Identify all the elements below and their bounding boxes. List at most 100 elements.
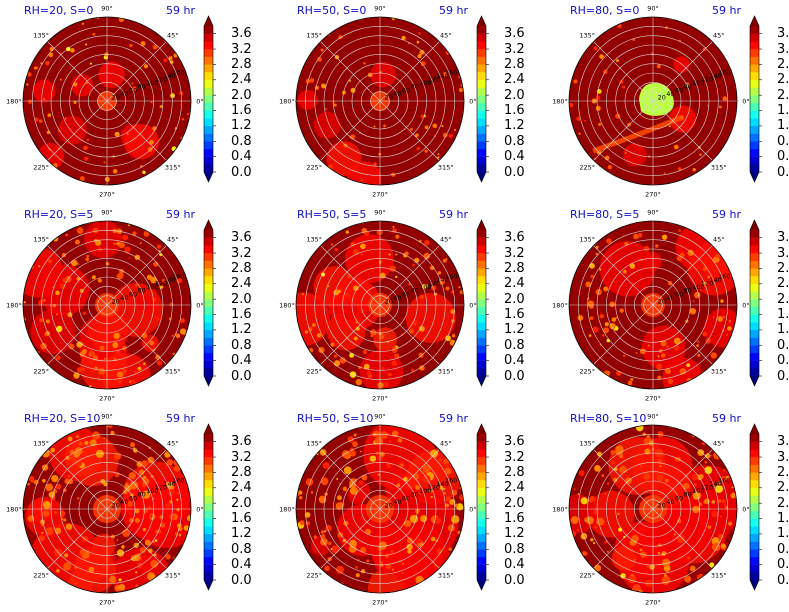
colorbar-band — [204, 449, 213, 458]
colorbar-extend-max — [477, 220, 486, 230]
colorbar-band — [750, 556, 759, 565]
field-speckle — [438, 457, 443, 462]
colorbar-band — [477, 556, 486, 565]
field-speckle — [420, 114, 425, 119]
colorbar-tick-label: 3.2 — [504, 449, 525, 465]
colorbar-band — [204, 260, 213, 269]
field-speckle — [366, 370, 372, 376]
colorbar-tick-label: 0.0 — [231, 368, 252, 384]
field-speckle — [379, 71, 382, 74]
field-speckle — [649, 564, 655, 570]
field-speckle — [676, 535, 686, 544]
field-speckle — [97, 278, 102, 283]
field-speckle — [422, 464, 431, 474]
field-speckle — [458, 76, 461, 79]
field-speckle — [129, 43, 133, 48]
field-speckle — [79, 288, 84, 293]
colorbar-band — [477, 322, 486, 331]
angle-tick-label: 45° — [440, 440, 452, 448]
colorbar-band — [204, 533, 213, 542]
field-speckle — [150, 101, 153, 104]
field-speckle — [656, 458, 663, 465]
colorbar-tick-label: 1.6 — [777, 511, 789, 527]
field-speckle — [678, 229, 682, 233]
field-speckle — [684, 575, 692, 583]
field-speckle — [718, 105, 722, 109]
radial-tick-label: 40 — [393, 90, 401, 98]
angle-tick-label: 315° — [438, 367, 454, 375]
field-speckle — [593, 509, 599, 515]
field-speckle — [723, 504, 726, 507]
field-speckle — [152, 126, 157, 131]
field-speckle — [381, 366, 385, 370]
angle-tick-label: 225° — [33, 571, 49, 579]
field-speckle — [143, 230, 150, 237]
radial-tick-label: 80 — [410, 287, 418, 295]
field-speckle — [154, 539, 158, 542]
colorbar-band — [750, 268, 759, 277]
colorbar-band — [204, 360, 213, 369]
field-speckle — [171, 334, 175, 338]
polar-border — [295, 220, 465, 390]
colorbar-tick-label: 2.4 — [777, 72, 789, 88]
radial-tick-label: 60 — [402, 290, 410, 298]
field-speckle — [139, 546, 147, 554]
field-speckle — [41, 531, 44, 534]
angle-tick-label: 45° — [713, 32, 725, 40]
angle-tick-label: 225° — [579, 367, 595, 375]
angle-tick-label: 0° — [196, 98, 203, 106]
field-speckle — [595, 105, 601, 111]
colorbar-band — [477, 79, 486, 88]
field-speckle — [589, 316, 594, 321]
colorbar-band — [750, 33, 759, 42]
colorbar-band — [477, 64, 486, 73]
radial-tick-label: 120 — [428, 484, 440, 492]
colorbar-band — [750, 526, 759, 535]
colorbar-tick-label: 0.0 — [504, 572, 525, 588]
field-speckle — [581, 551, 587, 556]
radial-tick-label: 80 — [137, 287, 145, 295]
colorbar-tick-label: 1.6 — [231, 103, 252, 119]
angular-gridline — [47, 245, 108, 306]
field-speckle — [68, 479, 74, 485]
field-speckle — [173, 556, 175, 559]
colorbar-band — [204, 133, 213, 142]
field-speckle — [142, 478, 150, 485]
radial-tick-label: 20 — [112, 297, 120, 305]
angle-tick-label: 0° — [742, 302, 749, 310]
field-speckle — [320, 530, 325, 534]
field-speckle — [65, 456, 70, 460]
angle-tick-label: 270° — [99, 395, 115, 403]
field-speckle — [576, 528, 580, 532]
field-speckle — [439, 336, 444, 341]
angle-tick-label: 90° — [101, 5, 113, 13]
field-speckle — [95, 449, 104, 458]
field-speckle — [635, 352, 638, 354]
radial-tick-label: 160 — [718, 68, 730, 76]
field-speckle — [129, 481, 139, 490]
panel-time-label: 59 hr — [166, 208, 195, 221]
field-speckle — [593, 46, 598, 51]
field-speckle — [576, 116, 581, 121]
field-speckle — [360, 546, 367, 553]
field-speckle — [416, 40, 420, 44]
field-speckle — [435, 448, 439, 451]
panel-title: RH=20, S=10 — [24, 412, 101, 425]
colorbar-band — [750, 237, 759, 246]
field-speckle — [661, 576, 670, 585]
radial-tick-label: 80 — [137, 491, 145, 499]
field-speckle — [674, 457, 680, 462]
field-speckle — [353, 285, 359, 291]
angle-tick-label: 45° — [713, 236, 725, 244]
field-speckle — [383, 381, 389, 388]
field-speckle — [141, 460, 148, 467]
colorbar-tick-label: 0.4 — [504, 557, 525, 573]
field-speckle — [674, 345, 680, 352]
field-speckle — [353, 248, 359, 255]
field-speckle — [692, 505, 700, 514]
field-speckle — [443, 492, 446, 495]
angle-tick-label: 45° — [167, 32, 179, 40]
field-speckle — [344, 292, 351, 299]
angle-tick-label: 90° — [374, 209, 386, 217]
